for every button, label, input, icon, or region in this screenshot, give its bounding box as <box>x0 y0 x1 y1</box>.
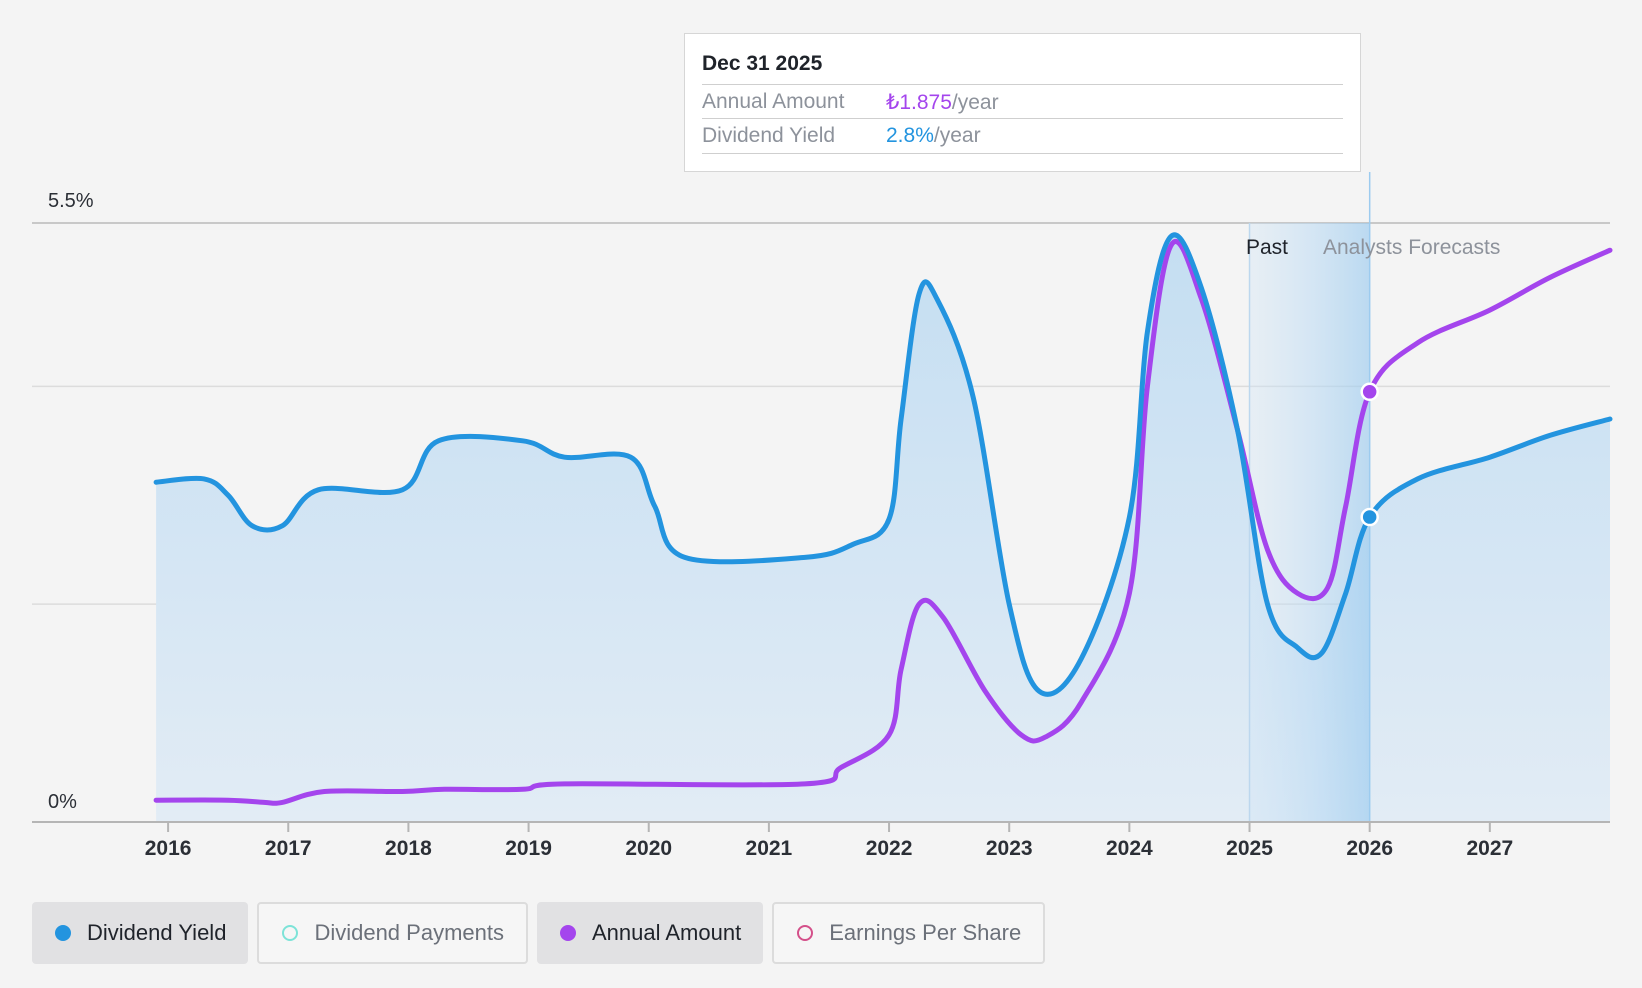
dividend-payments-dot-icon <box>282 925 299 941</box>
tooltip-dividend-yield-label: Dividend Yield <box>702 124 836 147</box>
forecast-zone-label: Analysts Forecasts <box>1323 236 1500 259</box>
legend-earnings-per-share-label: Earnings Per Share <box>829 920 1022 945</box>
tooltip-dividend-yield-value: 2.8% <box>886 124 934 147</box>
x-axis-tick-label-2020: 2020 <box>625 837 672 860</box>
annual-amount-highlight-point <box>1360 382 1379 402</box>
dividend-yield-highlight-point <box>1360 507 1379 527</box>
legend-dividend-payments-label: Dividend Payments <box>314 920 504 945</box>
legend-dividend-yield-label: Dividend Yield <box>87 920 227 945</box>
dividend-yield-line <box>153 232 1613 697</box>
tooltip-annual-amount-value-wrap: ₺1.875/year <box>886 90 999 115</box>
x-axis-tick-label-2026: 2026 <box>1346 837 1393 860</box>
legend-dividend-yield[interactable]: Dividend Yield <box>32 902 249 964</box>
tooltip-annual-amount-label: Annual Amount <box>702 90 845 113</box>
x-axis-tick-label-2016: 2016 <box>145 837 192 860</box>
tooltip-dividend-yield-unit: /year <box>933 124 981 147</box>
tooltip-annual-amount-value: ₺1.875 <box>886 91 952 114</box>
tooltip-annual-amount-unit: /year <box>951 91 999 114</box>
tooltip-date: Dec 31 2025 <box>702 52 823 75</box>
x-axis-tick-label-2022: 2022 <box>866 837 913 860</box>
y-axis-max-label: 5.5% <box>48 190 94 212</box>
legend-earnings-per-share[interactable]: Earnings Per Share <box>772 902 1046 964</box>
legend-annual-amount-label: Annual Amount <box>591 920 742 945</box>
x-axis-tick-label-2019: 2019 <box>505 837 552 860</box>
y-axis-min-label: 0% <box>48 791 77 813</box>
x-axis-tick-label-2017: 2017 <box>265 837 312 860</box>
past-shading <box>1249 223 1370 822</box>
earnings-per-share-dot-icon <box>797 925 814 941</box>
legend-dividend-payments[interactable]: Dividend Payments <box>257 902 528 964</box>
dividend-yield-dot-icon <box>55 925 71 941</box>
data-tooltip: Dec 31 2025 Annual Amount ₺1.875/year Di… <box>684 33 1361 172</box>
tooltip-dividend-yield-value-wrap: 2.8%/year <box>886 124 981 148</box>
annual-amount-line <box>153 239 1613 806</box>
x-axis-tick-label-2023: 2023 <box>986 837 1033 860</box>
tooltip-row-dividend-yield: Dividend Yield 2.8%/year <box>702 118 1343 154</box>
legend-annual-amount[interactable]: Annual Amount <box>536 902 764 964</box>
x-axis-tick-label-2027: 2027 <box>1466 837 1513 860</box>
dividend-yield-area <box>156 234 1611 822</box>
x-axis-tick-label-2024: 2024 <box>1106 837 1153 860</box>
x-axis-tick-label-2021: 2021 <box>746 837 793 860</box>
tooltip-row-annual-amount: Annual Amount ₺1.875/year <box>702 84 1343 119</box>
annual-amount-dot-icon <box>559 925 576 941</box>
chart-legend: Dividend Yield Dividend Payments Annual … <box>32 902 1046 964</box>
x-axis-tick-label-2018: 2018 <box>385 837 432 860</box>
x-axis-tick-label-2025: 2025 <box>1226 837 1273 860</box>
past-zone-label: Past <box>1246 236 1288 259</box>
